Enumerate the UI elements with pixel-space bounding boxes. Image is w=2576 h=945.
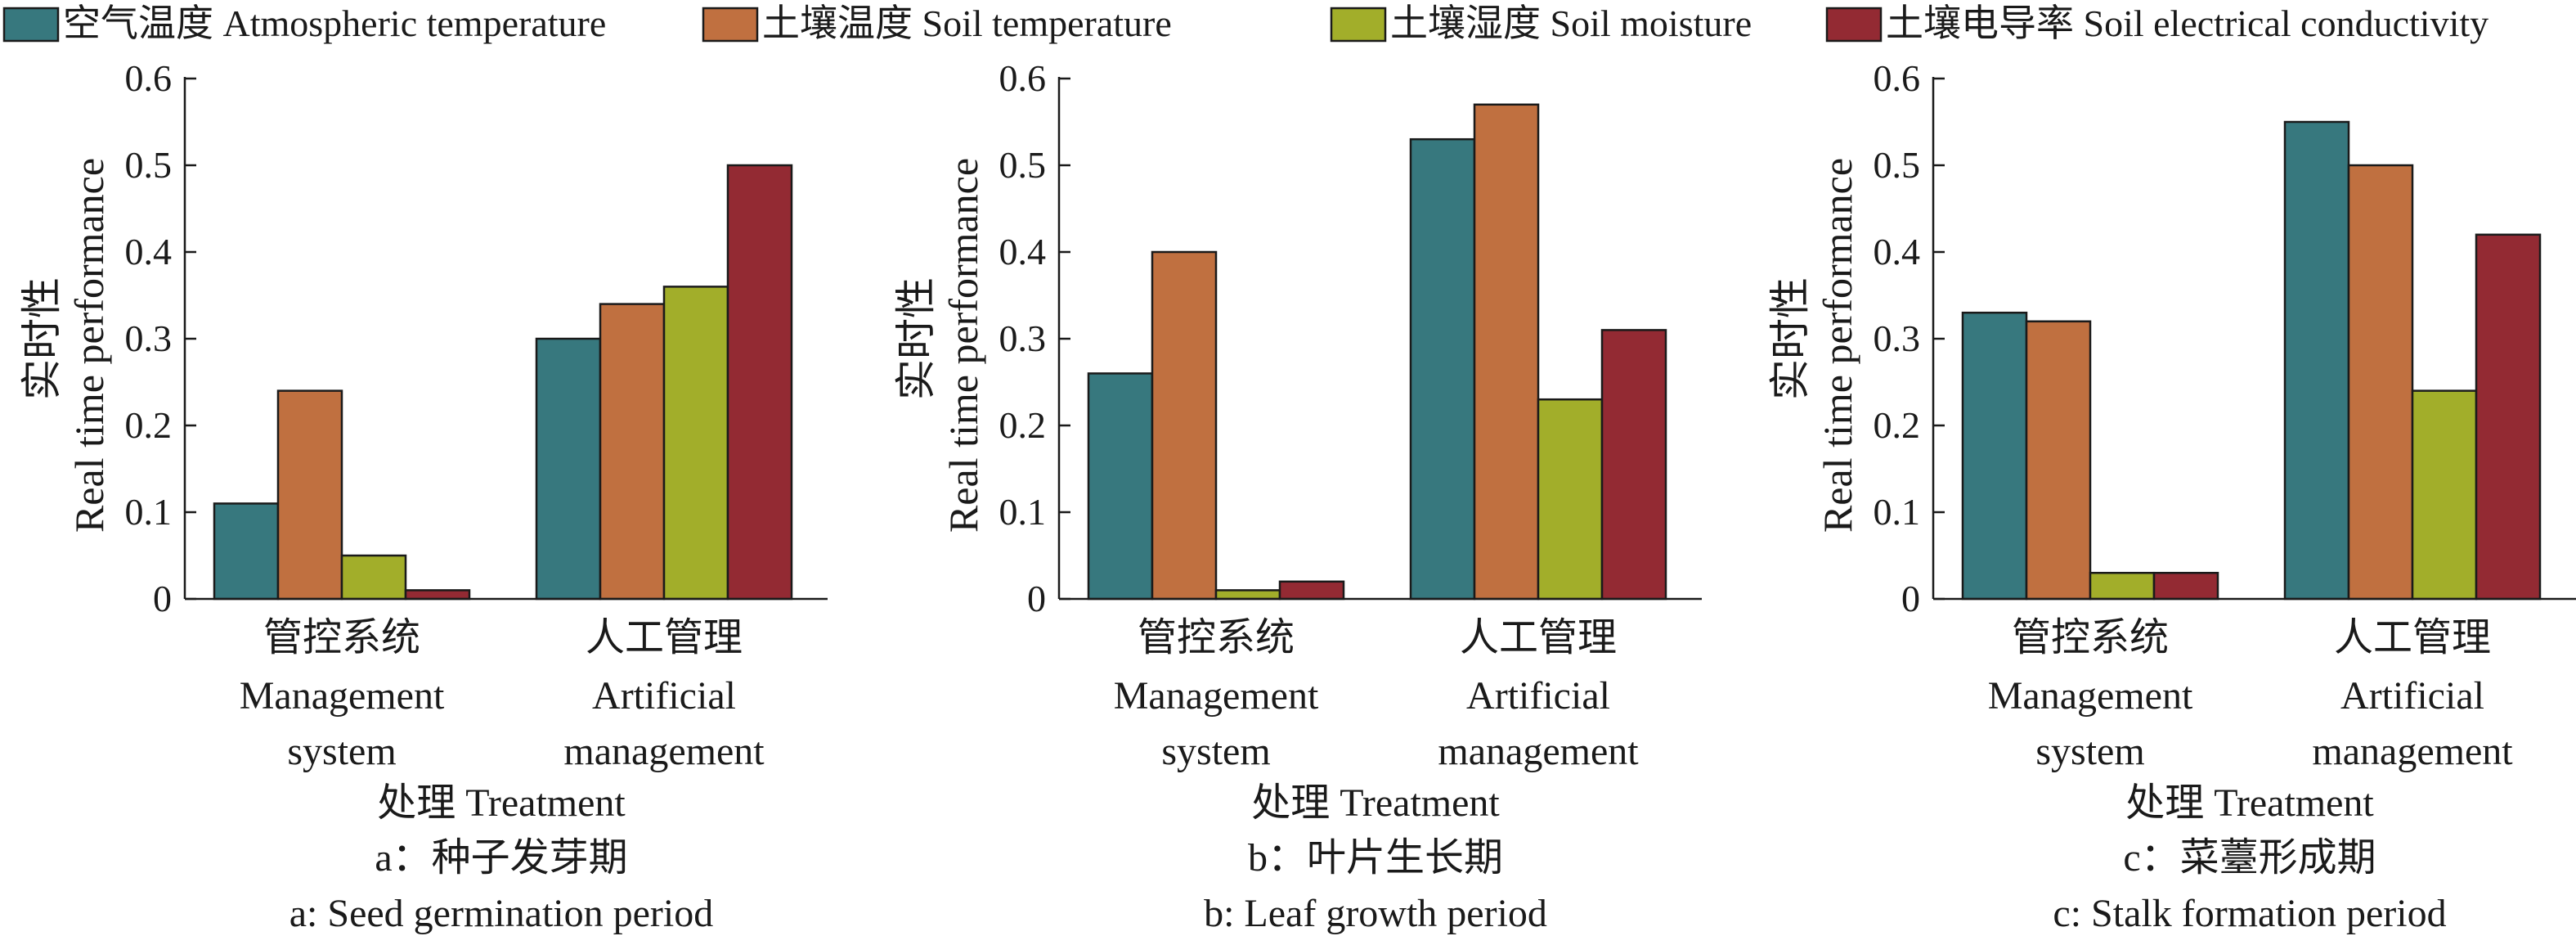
y-axis-title-cn: 实时性 (19, 277, 65, 400)
y-tick-label: 0.1 (1874, 491, 1921, 533)
x-tick-label-cn: 管控系统 (1138, 616, 1295, 659)
y-axis-title-en: Real time performance (940, 158, 986, 533)
bar (1409, 137, 1476, 601)
x-tick-label-en: Management (1114, 674, 1319, 718)
x-axis-title: 处理 Treatment (1251, 781, 1500, 825)
chart-legend: 空气温度 Atmospheric temperature 土壤温度 Soil te… (2, 2, 2488, 44)
x-tick-label-cn: 管控系统 (2012, 616, 2169, 659)
y-tick-label: 0 (1027, 578, 1046, 619)
chart-panel-2: 实时性 Real time performance 0 0.1 0.2 0.3 0.4 0.5… (893, 57, 1702, 935)
y-tick-label: 0.2 (1874, 404, 1921, 446)
bar (276, 389, 343, 601)
x-tick-label-en: system (287, 730, 396, 773)
y-tick-label: 0.3 (999, 317, 1047, 359)
bar (1214, 589, 1281, 601)
x-tick-label-en: system (2035, 730, 2144, 773)
x-tick-label-en: Management (1988, 674, 2193, 718)
y-tick-label: 0.2 (125, 404, 173, 446)
panel-caption-en: b: Leaf growth period (1204, 892, 1547, 935)
x-axis-title: 处理 Treatment (377, 781, 626, 825)
bar (213, 502, 280, 601)
bar (1600, 329, 1667, 601)
x-tick-label-en: Artificial (1466, 674, 1610, 718)
y-tick-label: 0.6 (125, 57, 173, 99)
x-tick-label-cn: 人工管理 (1460, 616, 1617, 659)
x-tick-label-en: management (1438, 730, 1639, 773)
y-tick-label: 0.4 (1874, 231, 1921, 272)
legend-swatch-4 (1825, 7, 1883, 43)
legend-swatch-2 (702, 7, 759, 43)
legend-label-3: 土壤湿度 Soil moisture (1390, 2, 1752, 44)
bar (535, 337, 602, 601)
y-tick-label: 0.4 (125, 231, 173, 272)
chart-panels: 实时性 Real time performance00.10.20.30.40.5… (19, 57, 2576, 935)
y-tick-label: 0 (1901, 578, 1920, 619)
x-tick-label-en: management (2312, 730, 2513, 773)
bar (2152, 571, 2219, 601)
legend-label-4: 土壤电导率 Soil electrical conductivity (1886, 2, 2488, 44)
y-axis-title-cn: 实时性 (1767, 277, 1813, 400)
x-tick-label-cn: 管控系统 (263, 616, 420, 659)
y-tick-label: 0.6 (999, 57, 1047, 99)
bar (726, 164, 793, 601)
bar (2475, 233, 2542, 601)
y-tick-label: 0.5 (999, 144, 1047, 186)
y-axis-title-cn: 实时性 (893, 277, 939, 400)
panel-caption-cn: a：种子发芽期 (375, 836, 627, 880)
y-tick-label: 0.4 (999, 231, 1047, 272)
y-tick-label: 0.1 (999, 491, 1047, 533)
bar (404, 589, 471, 601)
y-tick-label: 0.5 (125, 144, 173, 186)
y-axis-title-en: Real time performance (1815, 158, 1860, 533)
bar (2283, 120, 2350, 601)
x-tick-label-en: Artificial (2340, 674, 2484, 718)
legend-label-2: 土壤温度 Soil temperature (762, 2, 1172, 44)
y-tick-label: 0.6 (1874, 57, 1921, 99)
legend-label-1: 空气温度 Atmospheric temperature (63, 2, 606, 44)
y-tick-label: 0.3 (1874, 317, 1921, 359)
legend-swatch-1 (2, 7, 60, 43)
x-tick-label-en: management (563, 730, 765, 773)
legend-swatch-3 (1330, 7, 1387, 43)
panel-caption-en: c: Stalk formation period (2053, 892, 2446, 935)
bar (340, 554, 407, 601)
chart-panel-1: 实时性 Real time performance 0 0.1 0.2 0.3 0.4 0.5… (19, 57, 828, 935)
panel-caption-cn: c：菜薹形成期 (2123, 836, 2376, 880)
bar (2025, 320, 2092, 601)
x-axis-title: 处理 Treatment (2125, 781, 2374, 825)
bar (662, 286, 729, 601)
panel-caption-en: a: Seed germination period (289, 892, 714, 935)
y-tick-label: 0 (153, 578, 172, 619)
y-tick-label: 0.1 (125, 491, 173, 533)
bar (1087, 372, 1154, 601)
panel-caption-cn: b：叶片生长期 (1248, 836, 1503, 880)
bar (1278, 580, 1345, 601)
bar (599, 303, 666, 601)
bar (1473, 103, 1540, 601)
bar (1537, 398, 1604, 601)
bar (1961, 311, 2028, 601)
y-tick-label: 0.5 (1874, 144, 1921, 186)
x-tick-label-en: Artificial (592, 674, 736, 718)
x-tick-label-en: Management (240, 674, 445, 718)
bar (2411, 389, 2478, 601)
bar (1151, 250, 1218, 601)
x-tick-label-cn: 人工管理 (2334, 616, 2491, 659)
x-tick-label-en: system (1161, 730, 1270, 773)
bar (2347, 164, 2414, 601)
y-tick-label: 0.2 (999, 404, 1047, 446)
x-tick-label-cn: 人工管理 (586, 616, 743, 659)
y-tick-label: 0.3 (125, 317, 173, 359)
bar (2089, 571, 2156, 601)
y-axis-title-en: Real time performance (66, 158, 112, 533)
chart-panel-3: 实时性 Real time performance 0 0.1 0.2 0.3 0.4 0.5… (1767, 57, 2576, 935)
